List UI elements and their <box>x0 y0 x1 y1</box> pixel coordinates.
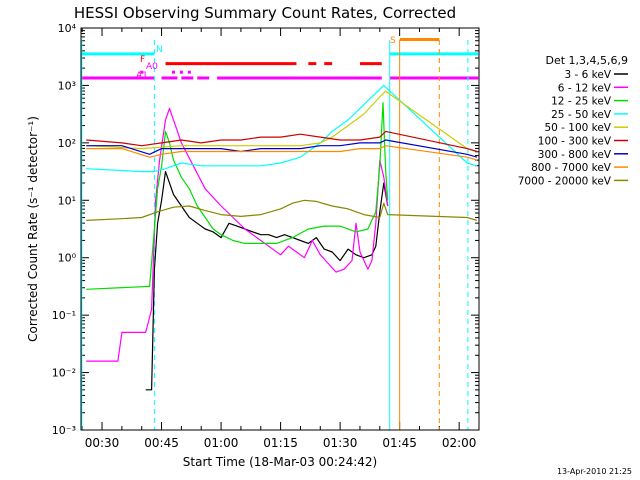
legend-label: 800 - 7000 keV <box>531 162 612 174</box>
flag-label: F <box>140 55 145 65</box>
x-tick-label: 02:00 <box>442 436 477 450</box>
y-tick-label: 10⁻³ <box>52 424 76 437</box>
flag-label: A0 <box>146 62 158 72</box>
y-axis-label: Corrected Count Rate (s⁻¹ detector⁻¹) <box>26 116 40 342</box>
legend-label: 3 - 6 keV <box>564 69 611 81</box>
y-tick-labels: 10⁻³ 10⁻² 10⁻¹ 10⁰ 10¹ 10² 10³ 10⁴ <box>52 22 77 437</box>
y-tick-label: 10⁻² <box>52 367 76 380</box>
y-tick-label: 10⁻¹ <box>52 309 76 322</box>
series-line <box>145 171 389 391</box>
series-line <box>86 84 478 173</box>
series-line <box>86 130 478 153</box>
series-line <box>86 145 478 161</box>
series-line <box>86 102 389 290</box>
flag-label: N <box>156 45 163 55</box>
legend-label: 300 - 800 keV <box>538 149 612 161</box>
vertical-markers <box>81 40 469 430</box>
x-axis-label: Start Time (18-Mar-03 00:24:42) <box>183 455 377 469</box>
legend-label: 6 - 12 keV <box>558 82 612 94</box>
x-tick-label: 01:30 <box>323 436 358 450</box>
flag-bars <box>81 37 479 80</box>
x-tick-labels: 00:30 00:45 01:00 01:15 01:30 01:45 02:00 <box>85 436 477 450</box>
footer-date: 13-Apr-2010 21:25 <box>557 467 632 476</box>
y-tick-label: 10⁴ <box>58 22 77 35</box>
legend-label: 100 - 300 keV <box>538 136 612 148</box>
x-tick-label: 00:30 <box>85 436 120 450</box>
y-tick-label: 10² <box>58 137 76 150</box>
y-tick-label: 10¹ <box>58 194 76 207</box>
series-line <box>86 90 478 153</box>
y-tick-label: 10³ <box>58 79 76 92</box>
plot-frame <box>80 27 480 431</box>
flag-label: S <box>390 36 396 46</box>
legend-header: Det 1,3,4,5,6,9 <box>545 54 628 67</box>
chart-title: HESSI Observing Summary Count Rates, Cor… <box>74 4 456 22</box>
series-line <box>86 107 389 362</box>
legend-label: 7000 - 20000 keV <box>518 175 612 187</box>
series-line <box>86 199 478 221</box>
x-tick-label: 01:15 <box>263 436 298 450</box>
flag-label: A1 <box>136 71 148 81</box>
x-tick-label: 01:45 <box>382 436 417 450</box>
x-tick-label: 01:00 <box>204 436 239 450</box>
legend-label: 12 - 25 keV <box>551 96 612 108</box>
legend-label: 50 - 100 keV <box>544 122 611 134</box>
series-lines <box>86 84 478 391</box>
legend-label: 25 - 50 keV <box>551 109 612 121</box>
x-tick-label: 00:45 <box>144 436 179 450</box>
y-tick-label: 10⁰ <box>58 252 77 265</box>
series-line <box>86 139 478 158</box>
axis-ticks <box>81 27 480 431</box>
